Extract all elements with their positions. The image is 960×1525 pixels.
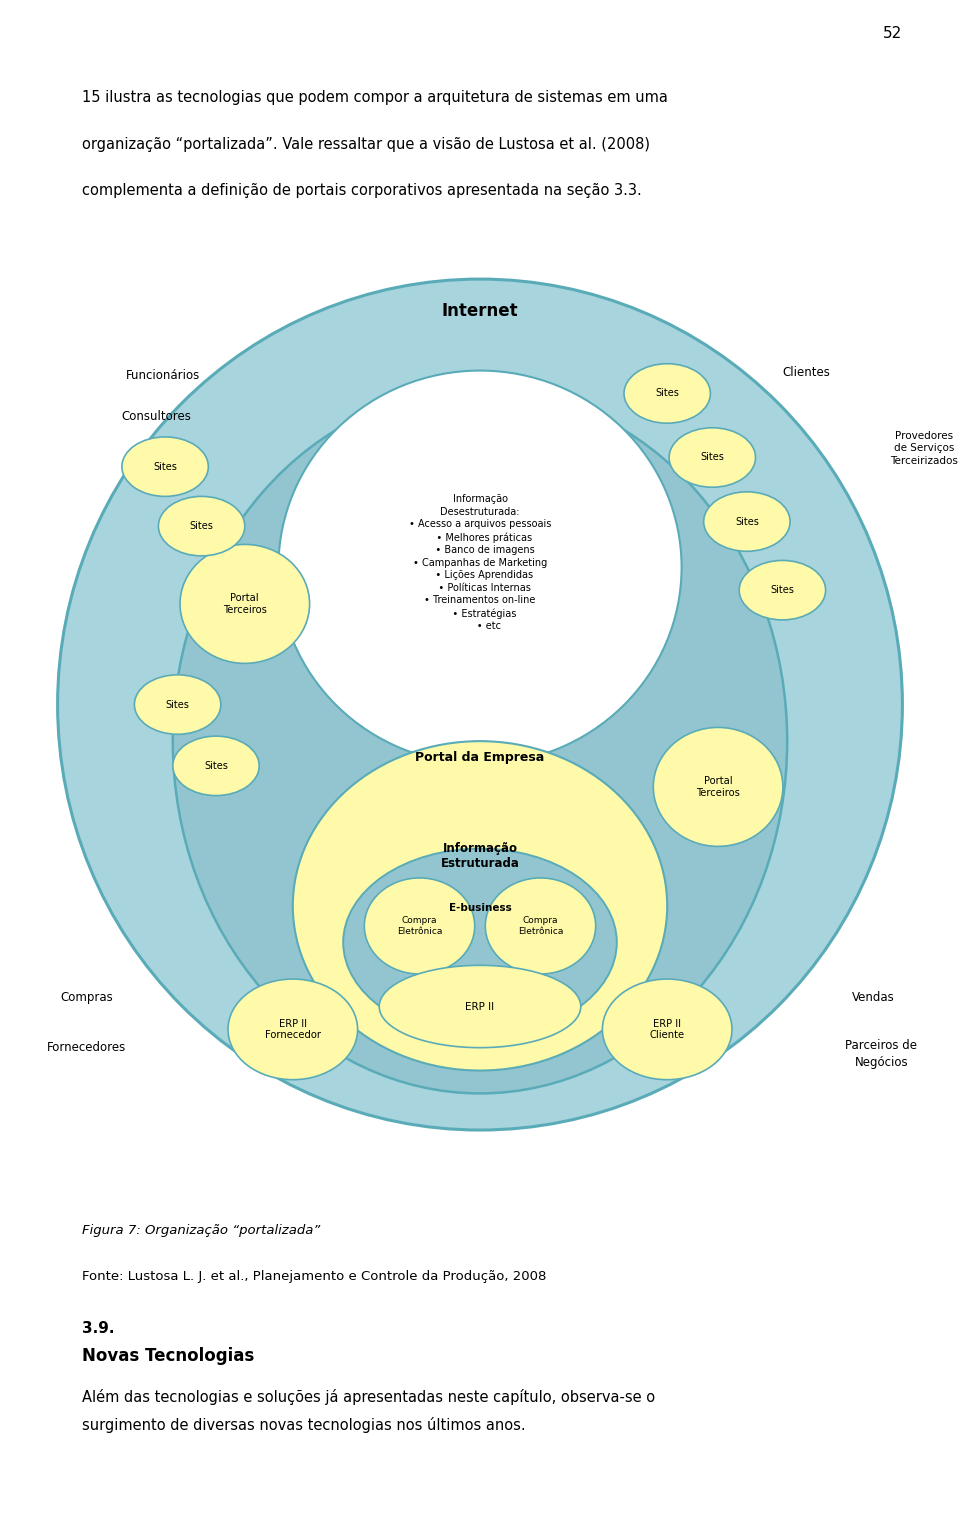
Ellipse shape (278, 371, 682, 764)
Text: Portal
Terceiros: Portal Terceiros (696, 776, 740, 798)
Ellipse shape (379, 965, 581, 1048)
Text: surgimento de diversas novas tecnologias nos últimos anos.: surgimento de diversas novas tecnologias… (82, 1417, 525, 1432)
Text: Sites: Sites (701, 453, 724, 462)
Text: ERP II
Fornecedor: ERP II Fornecedor (265, 1019, 321, 1040)
Text: Internet: Internet (442, 302, 518, 320)
Text: Portal da Empresa: Portal da Empresa (416, 752, 544, 764)
Ellipse shape (180, 544, 309, 663)
Text: 15 ilustra as tecnologias que podem compor a arquitetura de sistemas em uma: 15 ilustra as tecnologias que podem comp… (82, 90, 667, 105)
Ellipse shape (704, 491, 790, 552)
Text: Novas Tecnologias: Novas Tecnologias (82, 1347, 253, 1365)
Text: ERP II: ERP II (466, 1002, 494, 1011)
Text: Sites: Sites (204, 761, 228, 770)
Ellipse shape (228, 979, 357, 1080)
Text: Consultores: Consultores (122, 410, 191, 422)
Text: Provedores
de Serviços
Terceirizados: Provedores de Serviços Terceirizados (891, 430, 958, 467)
Text: Portal
Terceiros: Portal Terceiros (223, 593, 267, 615)
Text: Parceiros de
Negócios: Parceiros de Negócios (846, 1040, 918, 1069)
Text: Sites: Sites (771, 586, 794, 595)
Text: E-business: E-business (448, 903, 512, 912)
Text: Funcionários: Funcionários (126, 369, 201, 381)
Ellipse shape (58, 279, 902, 1130)
Text: organização “portalizada”. Vale ressaltar que a visão de Lustosa et al. (2008): organização “portalizada”. Vale ressalta… (82, 137, 650, 152)
Text: Fonte: Lustosa L. J. et al., Planejamento e Controle da Produção, 2008: Fonte: Lustosa L. J. et al., Planejament… (82, 1270, 546, 1283)
Text: Vendas: Vendas (852, 991, 895, 1003)
Text: Compras: Compras (60, 991, 112, 1003)
Text: Sites: Sites (190, 522, 213, 531)
Ellipse shape (134, 674, 221, 734)
Text: complementa a definição de portais corporativos apresentada na seção 3.3.: complementa a definição de portais corpo… (82, 183, 641, 198)
Ellipse shape (122, 438, 208, 497)
Ellipse shape (669, 429, 756, 488)
Text: Informação
Desestruturada:
• Acesso a arquivos pessoais
   • Melhores práticas
 : Informação Desestruturada: • Acesso a ar… (409, 494, 551, 631)
Text: 3.9.: 3.9. (82, 1321, 114, 1336)
Text: Informação
Estruturada: Informação Estruturada (441, 842, 519, 869)
Text: Fornecedores: Fornecedores (47, 1042, 126, 1054)
Text: Figura 7: Organização “portalizada”: Figura 7: Organização “portalizada” (82, 1225, 320, 1237)
Ellipse shape (173, 389, 787, 1093)
Ellipse shape (158, 497, 245, 555)
Text: ERP II
Cliente: ERP II Cliente (650, 1019, 684, 1040)
Text: Sites: Sites (154, 462, 177, 471)
Ellipse shape (344, 848, 616, 1037)
Ellipse shape (485, 878, 595, 974)
Ellipse shape (293, 741, 667, 1071)
Text: Sites: Sites (656, 389, 679, 398)
Ellipse shape (624, 364, 710, 422)
Text: Compra
Eletrônica: Compra Eletrônica (396, 917, 443, 936)
Ellipse shape (173, 737, 259, 796)
Text: Sites: Sites (166, 700, 189, 709)
Ellipse shape (739, 561, 826, 619)
Text: Sites: Sites (735, 517, 758, 526)
Text: Além das tecnologias e soluções já apresentadas neste capítulo, observa-se o: Além das tecnologias e soluções já apres… (82, 1389, 655, 1405)
Ellipse shape (602, 979, 732, 1080)
Ellipse shape (364, 878, 474, 974)
Text: Clientes: Clientes (782, 366, 830, 378)
Text: Compra
Eletrônica: Compra Eletrônica (517, 917, 564, 936)
Text: 52: 52 (883, 26, 902, 41)
Ellipse shape (653, 727, 783, 846)
